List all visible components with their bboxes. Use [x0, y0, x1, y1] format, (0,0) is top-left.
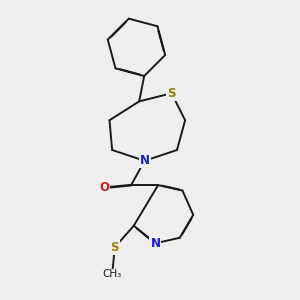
- Text: CH₃: CH₃: [103, 269, 122, 279]
- Text: O: O: [99, 181, 109, 194]
- Text: N: N: [150, 237, 161, 250]
- Text: S: S: [111, 241, 119, 254]
- Text: N: N: [140, 154, 150, 167]
- Text: S: S: [167, 87, 176, 100]
